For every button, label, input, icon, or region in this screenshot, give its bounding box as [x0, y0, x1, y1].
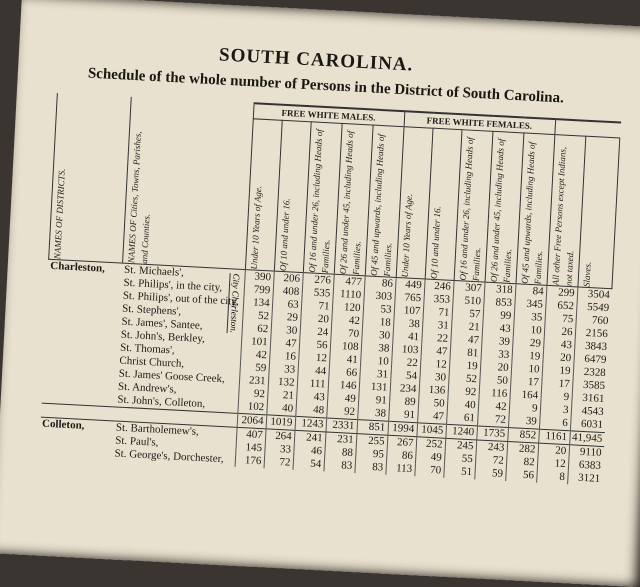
place-header: NAMES OF Cities, Towns, Parishes, and Co… — [122, 96, 254, 270]
total-value: 41,945 — [569, 430, 605, 447]
cell-value: 8 — [536, 469, 568, 485]
header-text: NAMES OF DISTRICTS. — [52, 168, 67, 260]
header-text: Of 10 and under 16. — [277, 198, 292, 272]
district-header: NAMES OF DISTRICTS. — [48, 92, 132, 264]
total-value: 2064 — [236, 413, 267, 429]
census-table: NAMES OF DISTRICTS. NAMES OF Cities, Town… — [38, 92, 622, 487]
header-text: NAMES OF Cities, Towns, Parishes, and Co… — [126, 131, 152, 265]
header-text: Under 10 Years of Age. — [399, 193, 414, 278]
cell-value: 54 — [292, 456, 325, 472]
district-name — [38, 444, 113, 461]
total-value: 1019 — [265, 414, 296, 431]
cell-value: 176 — [234, 453, 265, 469]
header-text: Of 10 and under 16. — [428, 205, 442, 280]
cell-value: 83 — [354, 460, 387, 475]
column-header: Slaves. — [577, 136, 621, 289]
header-text: All other Free Persons except Indians, n… — [549, 146, 575, 287]
header-text: Of 45 and upwards, including Heads of Fa… — [519, 141, 544, 285]
cell-value: 3121 — [567, 471, 603, 487]
header-text: Slaves. — [580, 261, 593, 288]
header-text: Of 26 and under 45, including Heads of F… — [337, 130, 363, 276]
header-text: Under 10 Years of Age. — [248, 185, 263, 270]
title: SOUTH CAROLINA. — [218, 44, 414, 76]
total-value: 1994 — [387, 421, 418, 437]
total-value: 1045 — [416, 422, 447, 439]
cell-value: 51 — [443, 464, 475, 480]
header-text: Of 16 and under 26, including Heads of F… — [457, 136, 482, 282]
cell-value: 113 — [385, 461, 415, 477]
cell-value: 70 — [414, 463, 444, 478]
header-text: Of 26 and under 45, including Heads of F… — [488, 138, 513, 283]
header-text: Of 16 and under 26, including Heads of F… — [306, 128, 332, 274]
header-text: Of 45 and upwards, including Heads of Fa… — [368, 133, 393, 277]
cell-value: 83 — [323, 458, 356, 474]
cell-value: 72 — [263, 455, 294, 470]
cell-value: 59 — [474, 466, 506, 481]
cell-value: 56 — [505, 467, 537, 483]
